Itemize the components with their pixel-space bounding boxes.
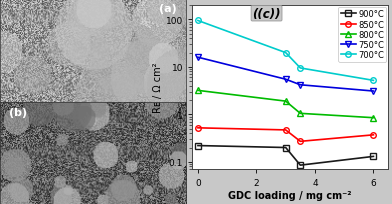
800°C	[298, 113, 303, 115]
900°C	[371, 155, 376, 158]
750°C	[196, 57, 200, 59]
700°C	[371, 80, 376, 82]
Line: 750°C: 750°C	[195, 55, 376, 94]
800°C	[283, 100, 288, 103]
Line: 700°C: 700°C	[195, 19, 376, 84]
750°C	[283, 79, 288, 81]
900°C	[298, 164, 303, 166]
700°C	[283, 52, 288, 54]
X-axis label: GDC loading / mg cm⁻²: GDC loading / mg cm⁻²	[228, 190, 352, 200]
Line: 850°C: 850°C	[195, 125, 376, 144]
750°C	[371, 90, 376, 93]
Y-axis label: Rᴇ / Ω cm²: Rᴇ / Ω cm²	[153, 63, 163, 113]
850°C	[196, 127, 200, 129]
700°C	[298, 67, 303, 70]
Legend: 900°C, 850°C, 800°C, 750°C, 700°C: 900°C, 850°C, 800°C, 750°C, 700°C	[338, 8, 387, 62]
Text: ((c)): ((c))	[252, 8, 281, 21]
850°C	[283, 129, 288, 132]
800°C	[371, 117, 376, 119]
Text: (a): (a)	[159, 4, 177, 14]
Line: 900°C: 900°C	[195, 143, 376, 168]
Line: 800°C: 800°C	[195, 88, 376, 121]
900°C	[196, 145, 200, 147]
850°C	[371, 134, 376, 136]
Text: (b): (b)	[9, 107, 27, 117]
700°C	[196, 20, 200, 23]
750°C	[298, 84, 303, 86]
850°C	[298, 140, 303, 143]
800°C	[196, 90, 200, 92]
900°C	[283, 146, 288, 149]
